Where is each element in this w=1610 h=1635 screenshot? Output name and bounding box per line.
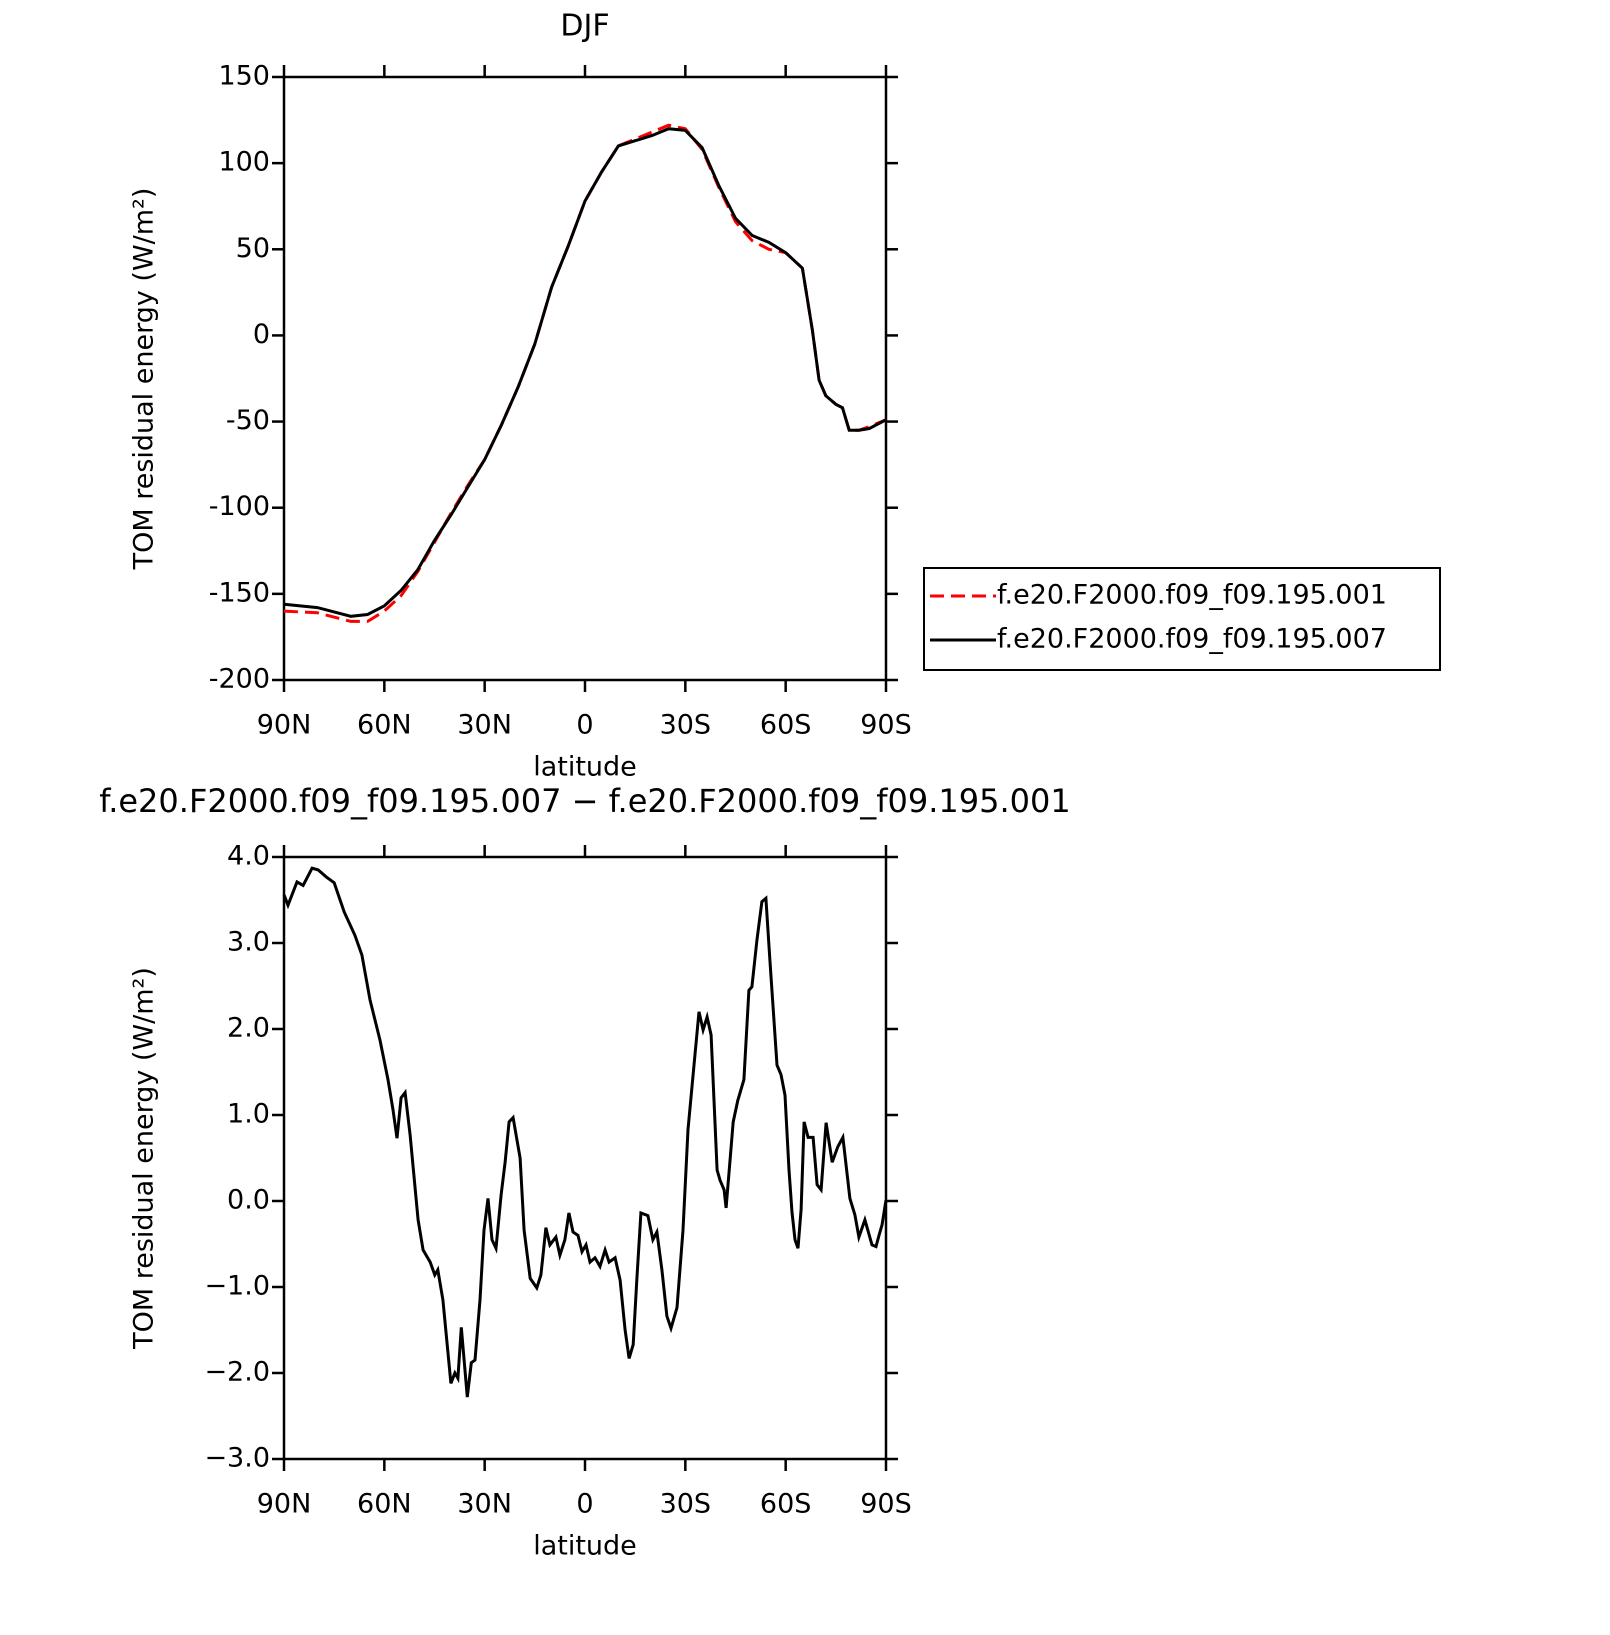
y-tick-label: 50: [236, 233, 270, 264]
y-tick-label: 2.0: [227, 1013, 270, 1044]
plot-frame: [282, 75, 888, 682]
legend-label: f.e20.F2000.f09_f09.195.001: [997, 580, 1387, 611]
y-axis-label: TOM residual energy (W/m²): [129, 967, 160, 1350]
y-tick-label: -200: [209, 664, 270, 695]
data-line: [282, 866, 888, 1398]
x-tick-label: 60N: [357, 1489, 412, 1520]
y-tick-label: 0: [253, 319, 270, 350]
chart-title: DJF: [560, 9, 609, 44]
x-tick-label: 60N: [357, 710, 412, 741]
x-axis-label: latitude: [533, 1531, 637, 1562]
x-tick-label: 90S: [860, 710, 912, 741]
legend-label: f.e20.F2000.f09_f09.195.007: [997, 624, 1387, 655]
chart-title: f.e20.F2000.f09_f09.195.007 − f.e20.F200…: [99, 782, 1071, 820]
y-tick-label: −1.0: [204, 1271, 270, 1302]
x-tick-label: 0: [576, 710, 593, 741]
x-tick-label: 90S: [860, 1489, 912, 1520]
x-tick-label: 30S: [660, 1489, 712, 1520]
y-tick-label: −3.0: [204, 1443, 270, 1474]
x-tick-label: 30N: [457, 1489, 512, 1520]
y-tick-label: 3.0: [227, 927, 270, 958]
y-tick-label: −2.0: [204, 1357, 270, 1388]
y-tick-label: 150: [218, 61, 270, 92]
x-tick-label: 30S: [660, 710, 712, 741]
x-tick-label: 90N: [257, 1489, 312, 1520]
y-tick-label: -50: [226, 405, 270, 436]
y-tick-label: 4.0: [227, 841, 270, 872]
y-tick-label: -100: [209, 491, 270, 522]
x-tick-label: 90N: [257, 710, 312, 741]
x-tick-label: 60S: [760, 710, 812, 741]
legend-box: [923, 567, 1441, 671]
x-tick-label: 60S: [760, 1489, 812, 1520]
y-axis-label: TOM residual energy (W/m²): [129, 188, 160, 571]
x-tick-label: 0: [576, 1489, 593, 1520]
y-tick-label: -150: [209, 577, 270, 608]
y-tick-label: 1.0: [227, 1099, 270, 1130]
x-axis-label: latitude: [533, 752, 637, 783]
x-tick-label: 30N: [457, 710, 512, 741]
data-line: [283, 127, 887, 618]
plot-frame: [282, 855, 888, 1461]
y-tick-label: 0.0: [227, 1185, 270, 1216]
y-tick-label: 100: [218, 147, 270, 178]
